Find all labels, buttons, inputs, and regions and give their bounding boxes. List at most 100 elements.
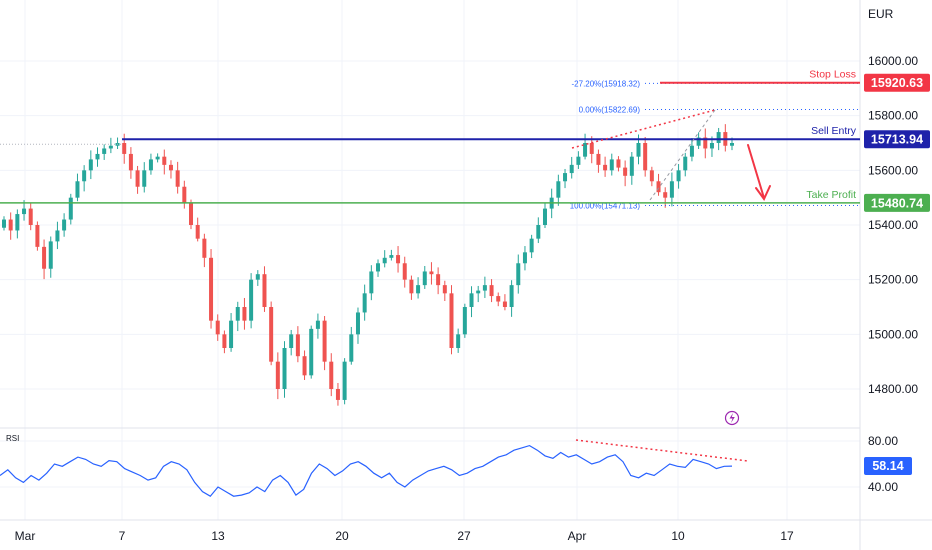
- candle: [462, 303, 467, 338]
- lightning-icon[interactable]: [724, 410, 740, 426]
- candle: [522, 246, 527, 271]
- candle: [369, 265, 374, 301]
- candle: [289, 329, 294, 356]
- candle: [142, 162, 147, 193]
- candle: [82, 165, 87, 192]
- candle: [649, 166, 654, 187]
- candle: [62, 213, 67, 237]
- candle: [209, 249, 214, 329]
- candle: [496, 292, 501, 307]
- candle: [309, 325, 314, 379]
- candle: [696, 132, 701, 150]
- candle: [683, 152, 688, 177]
- take-profit-tag: 15480.74: [864, 193, 930, 212]
- candle: [295, 326, 300, 363]
- candle: [315, 313, 320, 339]
- time-axis[interactable]: Mar 7 13 20 27 Apr 10 17: [15, 529, 794, 543]
- candle: [502, 294, 507, 311]
- svg-text:15920.63: 15920.63: [871, 76, 923, 90]
- svg-text:58.14: 58.14: [872, 459, 903, 473]
- candle: [616, 156, 621, 172]
- candle: [35, 221, 40, 251]
- candle: [255, 270, 260, 286]
- price-tick: 15000.00: [868, 327, 918, 341]
- candle: [376, 259, 381, 277]
- time-tick: 17: [780, 529, 794, 543]
- candle: [436, 267, 441, 295]
- candle: [476, 285, 481, 303]
- candle: [342, 358, 347, 405]
- sell-entry-tag: 15713.94: [864, 130, 930, 149]
- candle: [335, 382, 340, 406]
- price-tick: 16000.00: [868, 54, 918, 68]
- candle: [28, 202, 33, 231]
- candle: [15, 209, 20, 239]
- candle: [623, 160, 628, 187]
- candle: [589, 136, 594, 164]
- price-axis[interactable]: 16000.00 15800.00 15600.00 15400.00 15200.00…: [868, 54, 918, 396]
- candle: [422, 266, 427, 289]
- candle: [135, 165, 140, 194]
- time-tick: Mar: [15, 529, 36, 543]
- candle: [382, 250, 387, 268]
- candle: [95, 147, 100, 167]
- candle: [229, 313, 234, 352]
- candle: [215, 314, 220, 341]
- fib-label: -27.20%(15918.32): [572, 79, 641, 88]
- svg-text:15713.94: 15713.94: [871, 133, 923, 147]
- candle: [68, 193, 73, 225]
- candle: [449, 285, 454, 355]
- candle: [529, 234, 534, 259]
- svg-text:15480.74: 15480.74: [871, 196, 923, 210]
- candle: [242, 297, 247, 330]
- time-tick: Apr: [568, 529, 587, 543]
- candle: [609, 153, 614, 176]
- candle: [329, 353, 334, 397]
- candle: [396, 246, 401, 273]
- candle: [349, 326, 354, 365]
- candle: [148, 153, 153, 175]
- vertical-grid: [24, 0, 788, 520]
- candle: [155, 153, 160, 163]
- candle: [656, 173, 661, 196]
- candle: [456, 328, 461, 353]
- candle: [202, 233, 207, 268]
- candle: [389, 249, 394, 261]
- rsi-tick: 40.00: [868, 480, 898, 494]
- candle: [75, 173, 80, 202]
- candle: [469, 286, 474, 318]
- candle: [416, 277, 421, 299]
- candle: [629, 152, 634, 185]
- price-tick: 15800.00: [868, 109, 918, 123]
- candle: [275, 352, 280, 400]
- candle: [88, 150, 93, 180]
- rsi-label: RSI: [6, 434, 19, 443]
- candle: [8, 212, 13, 240]
- candle: [676, 164, 681, 189]
- rsi-line: [0, 444, 733, 497]
- candle: [576, 151, 581, 169]
- time-tick: 20: [335, 529, 349, 543]
- fibonacci-levels: -27.20%(15918.32) 0.00%(15822.69) 100.00%(…: [570, 79, 860, 211]
- down-arrow-icon: [747, 144, 771, 201]
- candle: [222, 330, 227, 354]
- candle: [603, 156, 608, 177]
- candle: [249, 273, 254, 329]
- fib-label: 0.00%(15822.69): [579, 105, 641, 114]
- price-tick: 15600.00: [868, 163, 918, 177]
- candle: [509, 280, 514, 317]
- candle: [563, 168, 568, 189]
- time-tick: 10: [671, 529, 685, 543]
- candle: [556, 174, 561, 206]
- candle: [429, 262, 434, 285]
- candle: [362, 284, 367, 321]
- candle: [269, 301, 274, 366]
- candle: [322, 316, 327, 371]
- candle: [516, 254, 521, 294]
- rsi-value-tag: 58.14: [864, 457, 912, 475]
- currency-label: EUR: [868, 7, 894, 21]
- candle: [482, 276, 487, 298]
- candle: [55, 221, 60, 250]
- candle: [168, 160, 173, 179]
